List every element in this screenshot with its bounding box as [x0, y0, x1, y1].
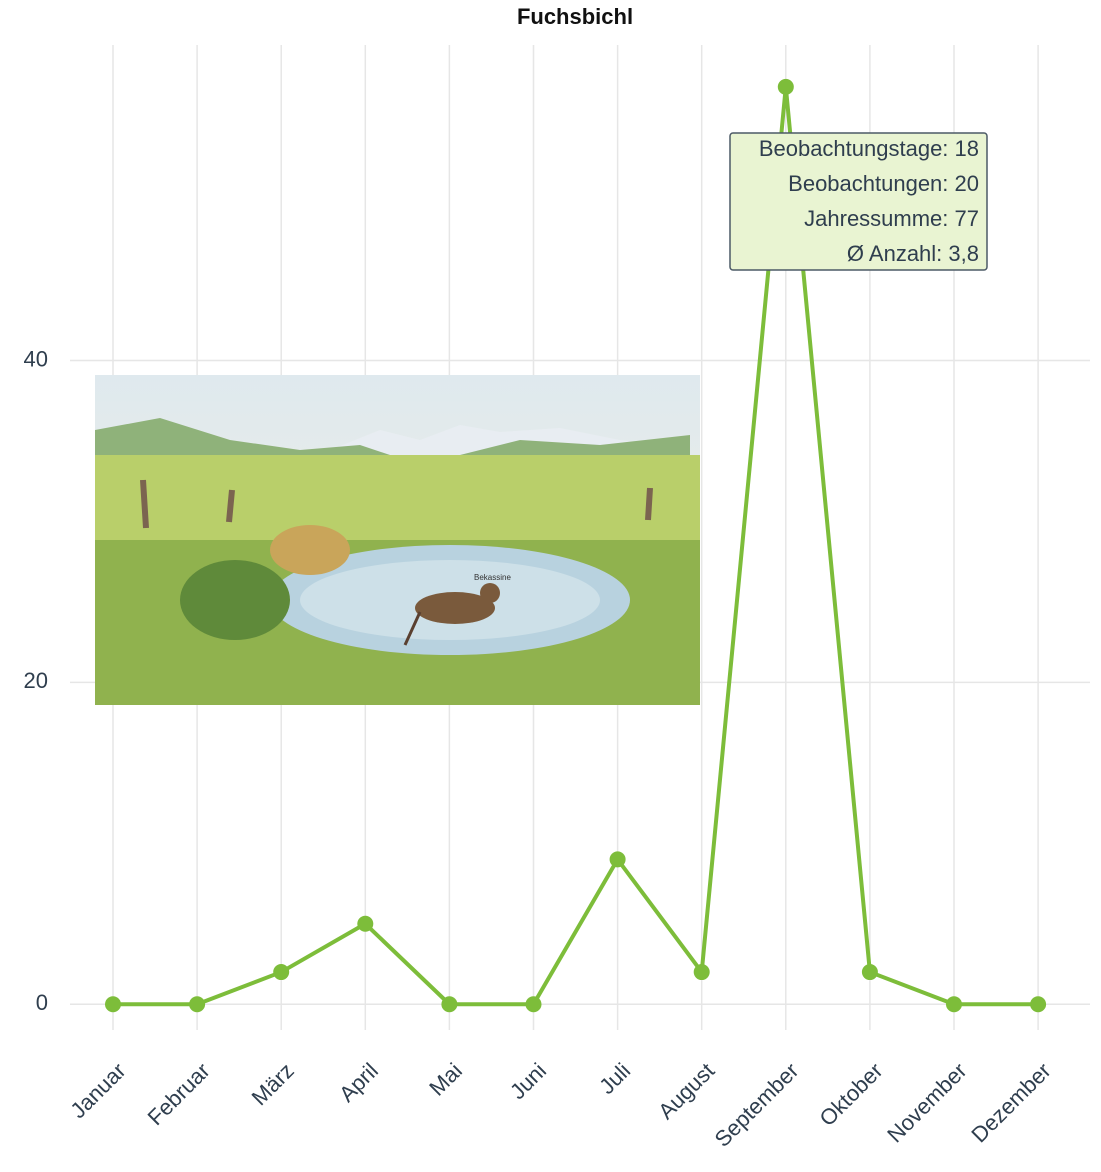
x-tick-label: Dezember: [966, 1058, 1055, 1147]
x-tick-label: April: [334, 1058, 383, 1107]
point: [189, 996, 206, 1013]
x-tick-label: September: [710, 1058, 804, 1152]
illustration: Bekassine: [95, 375, 700, 705]
tooltip-line: Beobachtungstage: 18: [759, 136, 979, 161]
y-tick-label: 40: [24, 346, 48, 371]
point: [1030, 996, 1047, 1013]
x-tick-label: Mai: [424, 1058, 467, 1101]
point: [525, 996, 542, 1013]
point: [693, 964, 710, 981]
point: [441, 996, 458, 1013]
x-tick-label: Juni: [505, 1058, 551, 1104]
x-tick-label: März: [247, 1058, 299, 1110]
point: [357, 915, 374, 932]
tooltip-line: Jahressumme: 77: [804, 206, 979, 231]
point: [609, 851, 626, 868]
point: [777, 78, 794, 95]
x-tick-label: August: [653, 1058, 719, 1124]
x-tick-label: Oktober: [815, 1058, 888, 1131]
chart-title: Fuchsbichl: [517, 4, 633, 29]
point: [861, 964, 878, 981]
y-tick-label: 20: [24, 668, 48, 693]
tooltip: [729, 132, 988, 271]
x-tick-label: Juli: [594, 1058, 635, 1099]
point: [946, 996, 962, 1013]
tooltip-line: Ø Anzahl: 3,8: [847, 241, 979, 266]
image-label: Bekassine: [474, 573, 511, 582]
line: [113, 84, 1039, 1007]
tooltip-line: Beobachtungen: 20: [788, 171, 979, 196]
point: [105, 996, 121, 1013]
x-tick-label: Januar: [65, 1058, 130, 1123]
y-tick-label: 0: [36, 990, 48, 1015]
x-tick-label: November: [882, 1058, 971, 1147]
point: [273, 964, 290, 981]
x-tick-label: Februar: [143, 1058, 215, 1130]
